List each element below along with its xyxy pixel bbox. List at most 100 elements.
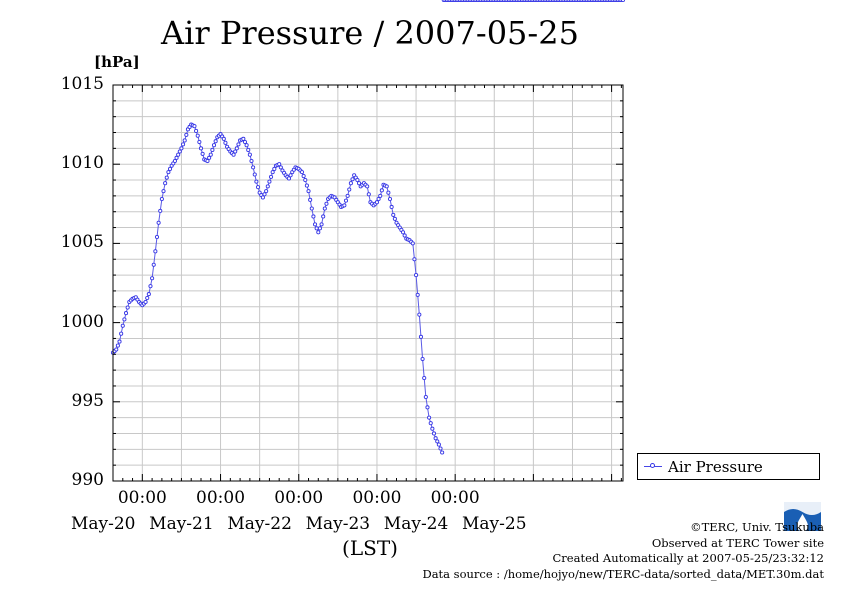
data-point (304, 183, 309, 188)
data-point (194, 128, 199, 133)
data-point (154, 235, 160, 240)
data-point (400, 230, 406, 235)
credit-created: Created Automatically at 2007-05-25/23:3… (552, 551, 825, 565)
data-point (114, 347, 119, 352)
data-point (166, 170, 171, 175)
data-point (143, 299, 148, 305)
chart-title: Air Pressure / 2007-05-25 (161, 14, 579, 52)
data-point (311, 214, 316, 219)
data-point (374, 200, 380, 205)
y-tick-label: 1005 (60, 232, 104, 253)
data-point (234, 146, 239, 151)
data-point (366, 192, 371, 197)
data-point (242, 139, 248, 145)
credit-site: Observed at TERC Tower site (651, 535, 824, 550)
data-point (252, 172, 257, 177)
data-point (241, 136, 246, 141)
air-pressure-series (110, 0, 626, 455)
data-point (246, 147, 251, 152)
axis-ticks (112, 84, 623, 482)
credits-block: ©TERC, Univ. Tsukuba Observed at TERC To… (422, 520, 824, 582)
data-point (268, 174, 274, 179)
x-time-label: 00:00 (352, 488, 402, 508)
data-point (272, 166, 277, 171)
data-point (417, 312, 422, 317)
data-point (387, 196, 393, 202)
data-point (306, 189, 311, 194)
data-point (181, 142, 186, 147)
data-point (410, 241, 415, 246)
data-point (440, 450, 445, 455)
data-point (122, 317, 127, 322)
data-point (414, 273, 419, 278)
data-point (244, 143, 249, 148)
data-point (148, 284, 153, 289)
data-point (270, 170, 275, 175)
data-point (433, 436, 438, 441)
data-point (425, 405, 430, 410)
data-point (265, 184, 270, 189)
data-point (391, 212, 396, 217)
credit-source: Data source : /home/hojyo/new/TERC-data/… (422, 566, 824, 581)
data-point (145, 295, 150, 301)
air-pressure-line (112, 123, 443, 453)
data-point (117, 339, 122, 344)
data-point (221, 136, 226, 141)
data-point (308, 197, 313, 202)
x-time-label: 00:00 (274, 488, 324, 508)
y-tick-label: 990 (71, 470, 104, 490)
data-point (179, 146, 184, 151)
data-point (392, 216, 397, 221)
data-point (247, 152, 252, 157)
x-time-label: 00:00 (196, 488, 246, 508)
data-point (211, 143, 217, 148)
legend-marker-swatch (650, 463, 655, 468)
data-point (348, 181, 353, 186)
data-point (207, 155, 212, 160)
data-point (319, 222, 324, 227)
data-point (119, 331, 124, 336)
data-point (286, 176, 292, 181)
data-point (278, 165, 283, 170)
data-point (159, 196, 164, 202)
data-point (205, 158, 210, 164)
data-point (174, 155, 179, 160)
data-point (197, 139, 202, 145)
data-point (355, 177, 360, 183)
data-point (438, 446, 443, 451)
data-point (262, 192, 267, 197)
data-point (312, 222, 318, 227)
data-point (210, 147, 215, 152)
data-point (379, 188, 384, 193)
data-point (172, 158, 177, 164)
y-tick-label: 995 (71, 390, 104, 411)
data-point (150, 276, 155, 281)
data-point (378, 193, 383, 198)
data-point (236, 142, 241, 147)
data-point (153, 249, 158, 254)
terc-logo-icon (784, 502, 821, 538)
data-point (288, 173, 293, 178)
data-point (264, 189, 269, 194)
y-tick-label: 1010 (60, 153, 104, 174)
grid-lines (113, 85, 623, 481)
data-point (620, 0, 626, 3)
x-day-label: May-22 (227, 514, 292, 534)
plot-frame (112, 84, 624, 482)
data-point (260, 195, 265, 200)
data-point (350, 177, 355, 182)
data-point (233, 149, 238, 154)
x-axis-label: (LST) (342, 536, 398, 560)
data-point (123, 311, 129, 316)
data-point (299, 170, 305, 175)
data-point (125, 305, 130, 310)
x-day-label: May-24 (383, 514, 449, 534)
data-point (164, 175, 169, 180)
data-point (277, 162, 282, 167)
data-point (163, 181, 168, 186)
data-point (301, 174, 306, 179)
data-point (200, 151, 205, 156)
data-point (431, 431, 437, 436)
data-point (231, 152, 236, 157)
legend: Air Pressure (637, 453, 820, 480)
